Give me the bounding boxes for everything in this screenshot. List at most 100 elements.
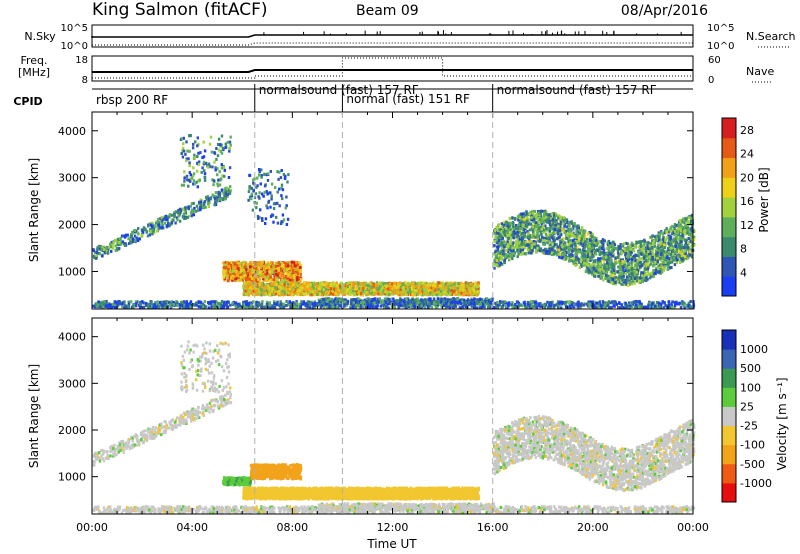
data-cell <box>278 204 281 208</box>
data-cell <box>181 146 185 150</box>
data-cell <box>432 281 435 285</box>
data-cell <box>208 142 212 146</box>
data-cell <box>297 279 301 283</box>
data-cell <box>274 202 277 206</box>
data-cell <box>264 278 267 282</box>
data-cell <box>281 197 284 201</box>
data-cell <box>305 292 308 296</box>
data-cell <box>284 261 287 265</box>
freq-trace <box>92 69 693 73</box>
data-cell <box>266 178 270 182</box>
data-cell <box>216 167 219 171</box>
data-cell <box>220 151 224 155</box>
data-cell <box>255 185 258 189</box>
data-cell <box>135 236 138 240</box>
data-cell <box>199 200 203 204</box>
data-cell <box>152 229 155 233</box>
data-cell <box>222 269 225 273</box>
data-cell <box>276 279 280 283</box>
data-cell <box>266 192 269 196</box>
data-cell <box>213 203 216 207</box>
data-cell <box>224 191 227 195</box>
data-cell <box>329 292 332 295</box>
data-cell <box>197 162 201 166</box>
data-cell <box>299 269 302 273</box>
data-cell <box>157 217 160 221</box>
data-cell <box>258 271 261 275</box>
data-cell <box>170 218 173 222</box>
data-cell <box>262 269 266 273</box>
data-cell <box>215 199 218 203</box>
data-cell <box>128 242 131 245</box>
data-cell <box>436 297 440 301</box>
data-cell <box>375 284 378 288</box>
data-cell <box>324 288 328 291</box>
data-cell <box>98 247 101 251</box>
data-cell <box>96 251 99 255</box>
data-cell <box>274 186 277 190</box>
data-cell <box>384 297 387 301</box>
data-cell <box>229 261 233 264</box>
data-cell <box>258 196 261 200</box>
beam-label: Beam 09 <box>356 3 419 19</box>
data-cell <box>135 229 138 233</box>
data-cell <box>218 170 221 174</box>
data-cell <box>250 192 254 196</box>
data-cell <box>235 276 239 280</box>
data-cell <box>185 159 188 163</box>
data-cell <box>190 202 194 206</box>
data-cell <box>226 140 229 144</box>
data-cell <box>239 261 242 265</box>
data-cell <box>196 136 199 140</box>
data-cell <box>137 227 140 230</box>
data-cell <box>111 246 115 250</box>
data-cell <box>290 260 294 264</box>
data-cell <box>244 262 247 266</box>
data-cell <box>264 264 267 267</box>
data-cell <box>192 179 196 183</box>
data-cell <box>323 283 326 287</box>
data-cell <box>237 264 240 268</box>
data-cell <box>292 263 295 267</box>
data-cell <box>391 282 394 286</box>
data-cell <box>465 284 469 288</box>
data-cell <box>408 287 411 291</box>
data-cell <box>432 286 435 290</box>
data-cell <box>284 264 287 268</box>
data-cell <box>253 177 256 181</box>
data-cell <box>277 269 280 272</box>
data-cell <box>185 174 189 178</box>
data-cell <box>95 254 98 258</box>
data-cell <box>183 207 186 211</box>
data-cell <box>188 149 191 153</box>
data-cell <box>211 178 214 182</box>
data-cell <box>221 146 225 150</box>
data-cell <box>233 275 236 279</box>
data-cell <box>276 201 279 205</box>
data-cell <box>260 268 263 272</box>
data-cell <box>196 207 200 211</box>
data-cell <box>182 149 186 153</box>
data-cell <box>190 176 194 180</box>
data-cell <box>268 265 271 269</box>
data-cell <box>263 172 266 176</box>
data-cell <box>291 269 295 272</box>
data-cell <box>140 234 143 238</box>
data-cell <box>280 220 283 224</box>
data-cell <box>269 273 273 276</box>
data-cell <box>270 261 273 265</box>
data-cell <box>291 271 294 275</box>
data-cell <box>373 289 376 292</box>
data-cell <box>245 279 248 283</box>
data-cell <box>336 297 339 301</box>
data-cell <box>235 264 239 268</box>
data-cell <box>285 268 288 272</box>
data-cell <box>174 210 177 214</box>
data-cell <box>272 202 276 206</box>
data-cell <box>260 281 263 285</box>
freq-tick-bottom: 8 <box>82 75 88 86</box>
data-cell <box>238 278 242 282</box>
data-cell <box>234 277 237 280</box>
data-cell <box>112 240 115 244</box>
